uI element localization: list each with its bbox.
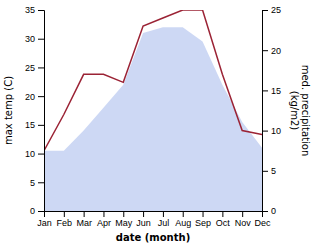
tick: 25 (262, 5, 281, 15)
tick-mark (103, 211, 104, 217)
line (44, 10, 262, 151)
tick-label: 25 (271, 5, 281, 15)
tick-label: Jan (37, 218, 52, 228)
tick-label: Nov (235, 218, 252, 228)
tick: 10 (25, 149, 44, 159)
tick: 20 (262, 46, 281, 56)
area (44, 27, 262, 211)
tick: Mar (76, 211, 92, 228)
y-axis: 0 5 10 15 20 25 30 35 (25, 5, 45, 216)
tick-mark (64, 211, 65, 217)
tick-mark (38, 125, 44, 126)
tick: Feb (57, 211, 73, 228)
tick-label: 20 (271, 46, 281, 56)
tick: 0 (262, 206, 276, 216)
series-group (44, 10, 262, 211)
tick-mark (242, 211, 243, 217)
tick-label: Jun (136, 218, 151, 228)
tick-label: 30 (25, 34, 35, 44)
tick-mark (38, 154, 44, 155)
tick: 0 (30, 206, 44, 216)
tick: 5 (30, 178, 44, 188)
tick-label: 10 (25, 149, 35, 159)
tick: Jan (37, 211, 52, 228)
tick-mark (143, 211, 144, 217)
tick: 5 (262, 166, 276, 176)
tick: 35 (25, 5, 44, 15)
y2-axis-title-line: (kg/m2) (289, 91, 300, 131)
tick-label: Sep (195, 218, 211, 228)
tick: 25 (25, 63, 44, 73)
tick-mark (38, 96, 44, 97)
tick-mark (262, 211, 268, 212)
tick-label: 15 (25, 120, 35, 130)
tick-mark (38, 182, 44, 183)
tick-label: Dec (254, 218, 271, 228)
tick: 30 (25, 34, 44, 44)
tick-mark (38, 39, 44, 40)
tick-mark (38, 211, 44, 212)
axis-line (263, 11, 269, 212)
tick-mark (38, 67, 44, 68)
y2-axis-title-line: med. precipitation (300, 65, 311, 157)
tick-label: 5 (271, 166, 276, 176)
axis-line (45, 212, 263, 218)
y-axis-title: max temp (C) (3, 76, 14, 145)
tick-mark (183, 211, 184, 217)
tick: Nov (235, 211, 252, 228)
x-axis: Jan FebMar Apr MayJun Jul Aug Sep Oct NovDec (37, 211, 271, 228)
tick: Jul (158, 211, 170, 228)
tick: 20 (25, 92, 44, 102)
tick-mark (163, 211, 164, 217)
tick-label: 35 (25, 5, 35, 15)
tick: 15 (25, 120, 44, 130)
tick-label: Feb (57, 218, 73, 228)
tick-mark (123, 211, 124, 217)
tick: Jun (136, 211, 151, 228)
tick: Sep (195, 211, 211, 228)
y2-axis: 0 5 10 15 20 25 (262, 5, 281, 216)
tick: Dec (254, 211, 271, 228)
tick-label: 10 (271, 126, 281, 136)
tick-label: Oct (216, 218, 231, 228)
tick: 15 (262, 86, 281, 96)
tick: Apr (97, 211, 111, 228)
chart: JanFebMarAprMayJunJulAugSepOctNovDec0510… (0, 0, 318, 247)
tick-label: Aug (175, 218, 191, 228)
x-axis-title: date (month) (116, 232, 190, 243)
tick-label: Jul (158, 218, 170, 228)
tick-label: 25 (25, 63, 35, 73)
tick: 10 (262, 126, 281, 136)
tick-label: Apr (97, 218, 111, 228)
tick-mark (262, 171, 268, 172)
tick-mark (262, 90, 268, 91)
tick-mark (262, 50, 268, 51)
tick-mark (203, 211, 204, 217)
tick-label: 20 (25, 92, 35, 102)
axis-line (38, 11, 45, 212)
tick-mark (262, 10, 268, 11)
tick: May (115, 211, 133, 228)
y2-axis-title: med. precipitation(kg/m2) (289, 65, 312, 157)
tick-mark (222, 211, 223, 217)
tick: Oct (216, 211, 231, 228)
tick-label: 0 (30, 206, 35, 216)
tick-label: 5 (30, 178, 35, 188)
tick-label: Mar (76, 218, 92, 228)
tick: Aug (175, 211, 191, 228)
tick-mark (38, 10, 44, 11)
tick-mark (262, 131, 268, 132)
tick-label: 0 (271, 206, 276, 216)
plot: JanFebMarAprMayJunJulAugSepOctNovDec0510… (3, 5, 311, 243)
tick-mark (84, 211, 85, 217)
tick-label: May (115, 218, 133, 228)
tick-label: 15 (271, 86, 281, 96)
